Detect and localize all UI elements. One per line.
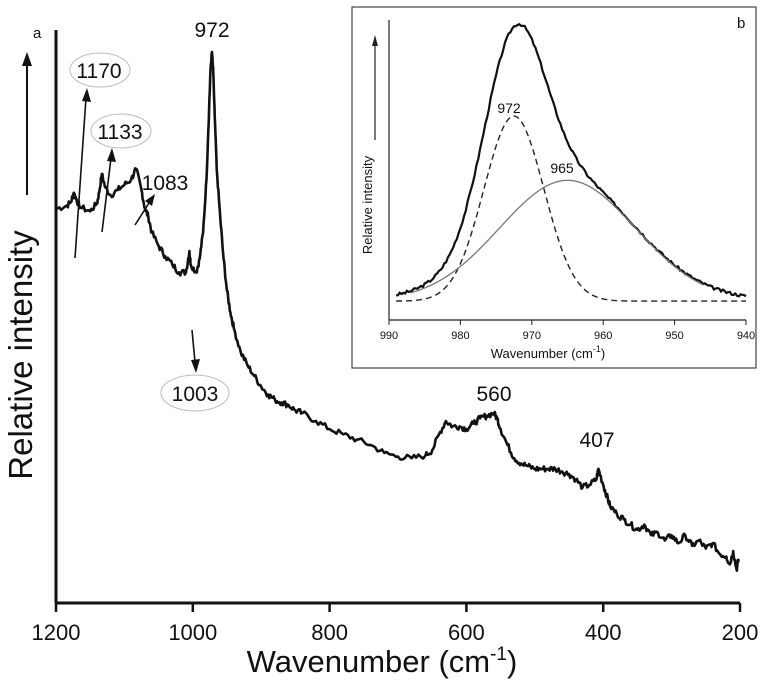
arrow-1003-head — [191, 359, 200, 373]
inset-x-tick-label: 980 — [451, 330, 469, 342]
peak-label-407: 407 — [579, 429, 614, 452]
inset-frame — [351, 6, 757, 369]
panel-letter-b: b — [737, 15, 745, 32]
arrow-1133-line — [101, 157, 112, 233]
main-x-tick-label: 200 — [722, 620, 759, 645]
inset-x-axis-title: Wavenumber (cm-1) — [491, 344, 605, 361]
main-x-axis-title: Wavenumber (cm-1) — [247, 644, 518, 679]
inset-x-tick-label: 960 — [594, 330, 612, 342]
main-spectrum-line — [55, 50, 740, 572]
peak-label-1003: 1003 — [172, 383, 219, 406]
main-x-axis-title-end: ) — [507, 644, 517, 679]
inset-x-ticks — [388, 320, 747, 325]
main-x-tick-label: 800 — [311, 620, 348, 645]
panel-letter-a: a — [33, 25, 42, 42]
main-x-tick-labels: 1200 1000 800 600 400 200 — [32, 620, 759, 645]
main-x-axis-title-text: Wavenumber (cm — [247, 644, 490, 679]
inset-x-axis-title-end: ) — [601, 346, 605, 361]
inset-x-tick-label: 990 — [380, 330, 398, 342]
main-x-tick-label: 1200 — [32, 620, 81, 645]
inset-x-tick-label: 940 — [737, 330, 755, 342]
peak-label-1170: 1170 — [76, 60, 121, 83]
main-y-arrow-head — [22, 52, 32, 66]
arrow-1133-head — [107, 148, 116, 162]
main-plot-panel: a 1200 1000 800 600 400 200 Wavenumber (cm-1)… — [2, 19, 758, 679]
arrow-1170-head — [82, 88, 91, 102]
peak-label-1133: 1133 — [97, 121, 142, 144]
peak-label-1083: 1083 — [142, 172, 189, 195]
main-x-axis-title-sup: -1 — [490, 644, 507, 665]
inset-peak-label-972: 972 — [497, 100, 521, 116]
main-y-axis-title: Relative intensity — [2, 230, 39, 480]
main-x-tick-label: 600 — [448, 620, 485, 645]
arrow-1083-head — [145, 194, 155, 206]
peak-label-1170-circle — [69, 52, 131, 88]
arrow-1170-line — [74, 97, 87, 259]
inset-envelope-line — [396, 22, 747, 298]
peak-label-1133-circle — [90, 113, 152, 149]
inset-fit-965-line — [410, 179, 704, 294]
inset-peak-label-965: 965 — [550, 160, 574, 176]
peak-label-560: 560 — [476, 383, 511, 406]
peak-label-972: 972 — [194, 19, 229, 42]
main-x-tick-label: 400 — [585, 620, 622, 645]
inset-x-tick-label: 970 — [523, 330, 541, 342]
inset-x-tick-label: 950 — [665, 330, 683, 342]
peak-label-1003-circle — [160, 374, 230, 412]
arrow-1003-line — [191, 329, 196, 363]
inset-y-axis-title: Relative intensity — [360, 155, 375, 254]
main-x-ticks — [54, 603, 742, 612]
inset-plot-panel: b 990 980 970 960 950 940 Wavenumber (cm-1) R… — [351, 6, 757, 369]
arrow-1083-line — [134, 202, 150, 226]
inset-x-axis-title-sup: -1 — [593, 344, 601, 354]
inset-x-tick-labels: 990 980 970 960 950 940 — [380, 330, 755, 342]
inset-y-arrow-head — [372, 35, 378, 46]
inset-x-axis-title-text: Wavenumber (cm — [491, 346, 593, 361]
main-x-tick-label: 1000 — [168, 620, 217, 645]
